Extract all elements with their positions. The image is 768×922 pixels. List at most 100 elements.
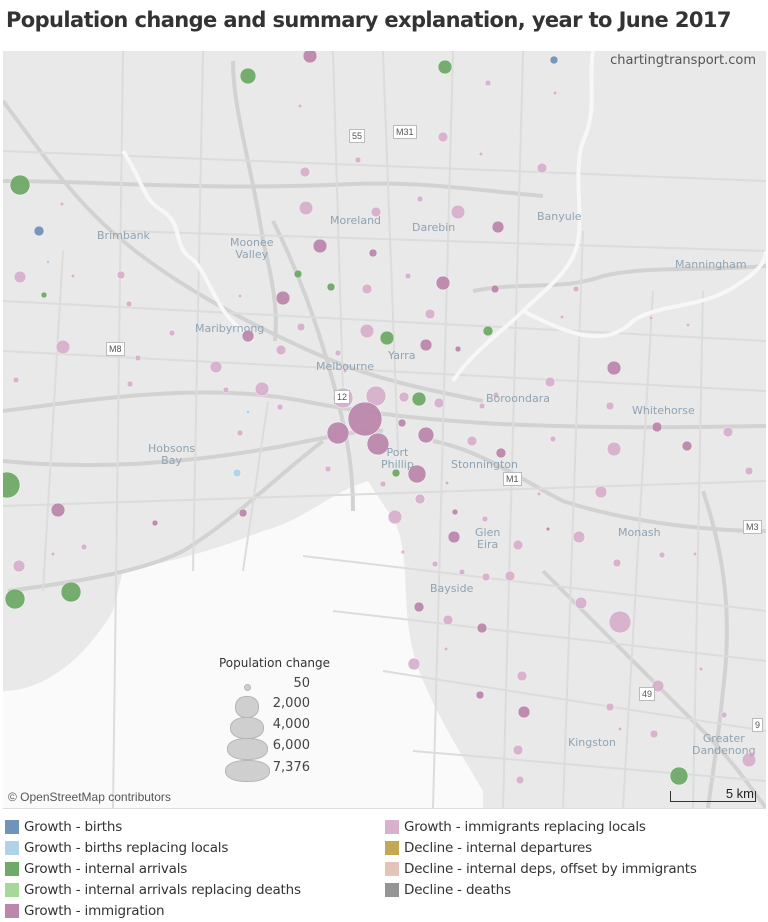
- population-circle[interactable]: [411, 391, 427, 407]
- population-circle[interactable]: [492, 391, 500, 399]
- population-circle[interactable]: [209, 360, 223, 374]
- population-circle[interactable]: [424, 308, 436, 320]
- population-circle[interactable]: [698, 666, 704, 672]
- population-circle[interactable]: [55, 339, 71, 355]
- population-circle[interactable]: [236, 429, 244, 437]
- population-circle[interactable]: [512, 744, 524, 756]
- population-circle[interactable]: [59, 201, 65, 207]
- population-circle[interactable]: [608, 610, 632, 634]
- population-circle[interactable]: [475, 690, 485, 700]
- population-circle[interactable]: [482, 325, 494, 337]
- population-circle[interactable]: [12, 376, 20, 384]
- population-circle[interactable]: [744, 466, 754, 476]
- population-circle[interactable]: [437, 131, 449, 143]
- population-circle[interactable]: [454, 345, 462, 353]
- population-circle[interactable]: [232, 468, 242, 478]
- population-circle[interactable]: [12, 559, 26, 573]
- population-circle[interactable]: [50, 551, 56, 557]
- population-circle[interactable]: [692, 551, 698, 557]
- population-circle[interactable]: [450, 204, 466, 220]
- population-circle[interactable]: [238, 508, 248, 518]
- population-circle[interactable]: [417, 426, 435, 444]
- population-circle[interactable]: [407, 657, 421, 671]
- legend-item[interactable]: Decline - internal departures: [385, 838, 592, 858]
- population-circle[interactable]: [512, 539, 524, 551]
- legend-item[interactable]: Decline - deaths: [385, 880, 511, 900]
- population-circle[interactable]: [397, 418, 407, 428]
- population-circle[interactable]: [366, 432, 390, 456]
- population-circle[interactable]: [40, 291, 48, 299]
- population-circle[interactable]: [594, 485, 608, 499]
- population-circle[interactable]: [361, 283, 373, 295]
- population-circle[interactable]: [45, 259, 51, 265]
- population-circle[interactable]: [391, 468, 401, 478]
- population-circle[interactable]: [298, 200, 314, 216]
- population-circle[interactable]: [293, 269, 303, 279]
- population-circle[interactable]: [416, 195, 424, 203]
- population-circle[interactable]: [516, 670, 528, 682]
- population-circle[interactable]: [125, 300, 133, 308]
- population-circle[interactable]: [433, 397, 445, 409]
- population-circle[interactable]: [413, 601, 425, 613]
- population-circle[interactable]: [605, 702, 615, 712]
- population-circle[interactable]: [447, 530, 461, 544]
- population-circle[interactable]: [435, 275, 451, 291]
- population-circle[interactable]: [651, 421, 663, 433]
- population-circle[interactable]: [722, 426, 734, 438]
- population-circle[interactable]: [379, 480, 387, 488]
- population-circle[interactable]: [574, 596, 588, 610]
- population-circle[interactable]: [347, 401, 383, 437]
- population-circle[interactable]: [237, 293, 243, 299]
- population-circle[interactable]: [605, 401, 615, 411]
- population-circle[interactable]: [239, 67, 257, 85]
- population-circle[interactable]: [649, 729, 659, 739]
- population-circle[interactable]: [387, 509, 403, 525]
- legend-item[interactable]: Growth - internal arrivals replacing dea…: [5, 880, 301, 900]
- population-circle[interactable]: [299, 166, 311, 178]
- population-circle[interactable]: [222, 386, 230, 394]
- population-circle[interactable]: [9, 174, 31, 196]
- population-circle[interactable]: [549, 435, 557, 443]
- population-circle[interactable]: [481, 515, 489, 523]
- osm-attribution[interactable]: © OpenStreetMap contributors: [8, 790, 171, 804]
- legend-item[interactable]: Growth - births replacing locals: [5, 838, 228, 858]
- population-circle[interactable]: [431, 560, 439, 568]
- population-circle[interactable]: [572, 285, 580, 293]
- legend-item[interactable]: Decline - internal deps, offset by immig…: [385, 859, 697, 879]
- population-circle[interactable]: [126, 380, 134, 388]
- population-circle[interactable]: [414, 493, 426, 505]
- population-circle[interactable]: [13, 270, 27, 284]
- population-circle[interactable]: [407, 464, 427, 484]
- population-circle[interactable]: [669, 766, 689, 786]
- population-circle[interactable]: [612, 558, 622, 568]
- population-circle[interactable]: [398, 391, 410, 403]
- map-canvas[interactable]: chartingtransport.com Brimbank Moreland Da…: [3, 51, 766, 809]
- population-circle[interactable]: [536, 162, 548, 174]
- population-circle[interactable]: [658, 551, 666, 559]
- population-circle[interactable]: [515, 775, 525, 785]
- population-circle[interactable]: [478, 402, 486, 410]
- population-circle[interactable]: [741, 752, 757, 768]
- population-circle[interactable]: [60, 581, 82, 603]
- population-circle[interactable]: [354, 156, 362, 164]
- population-circle[interactable]: [720, 711, 728, 719]
- population-circle[interactable]: [275, 290, 291, 306]
- population-circle[interactable]: [451, 508, 459, 516]
- population-circle[interactable]: [544, 376, 556, 388]
- population-circle[interactable]: [3, 471, 21, 499]
- population-circle[interactable]: [545, 526, 551, 532]
- population-circle[interactable]: [481, 572, 491, 582]
- population-circle[interactable]: [368, 248, 378, 258]
- population-circle[interactable]: [536, 491, 542, 497]
- legend-item[interactable]: Growth - immigrants replacing locals: [385, 817, 646, 837]
- population-circle[interactable]: [50, 502, 66, 518]
- population-circle[interactable]: [326, 282, 336, 292]
- population-circle[interactable]: [617, 726, 623, 732]
- legend-item[interactable]: Growth - immigration: [5, 901, 165, 921]
- population-circle[interactable]: [276, 403, 284, 411]
- population-circle[interactable]: [458, 568, 466, 576]
- population-circle[interactable]: [606, 360, 622, 376]
- population-circle[interactable]: [33, 225, 45, 237]
- population-circle[interactable]: [404, 272, 412, 280]
- population-circle[interactable]: [444, 480, 450, 486]
